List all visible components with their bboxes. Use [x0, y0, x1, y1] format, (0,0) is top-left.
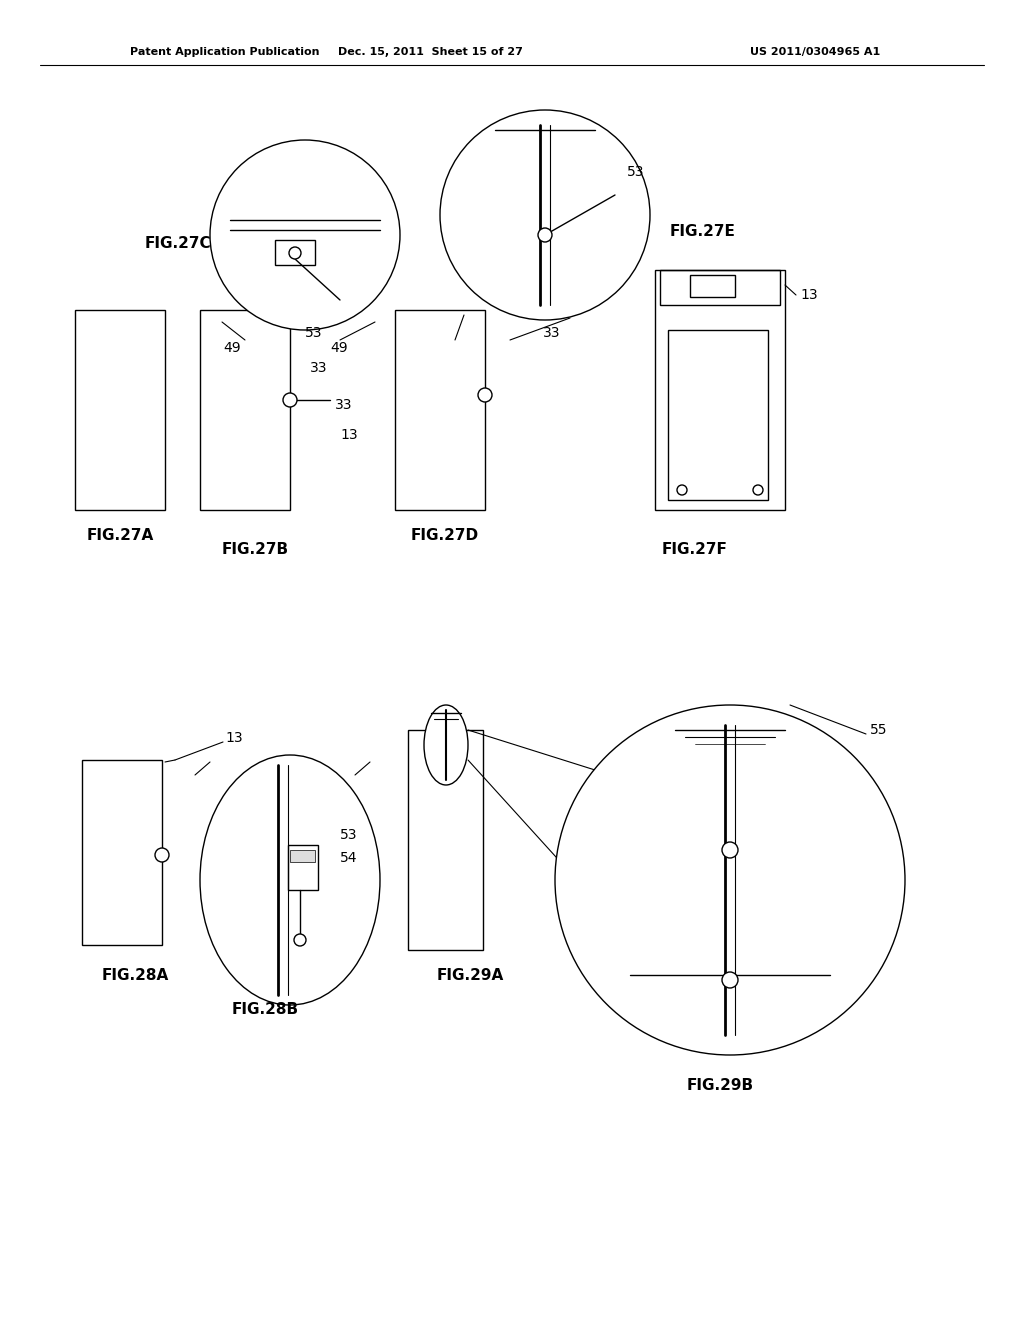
Text: 49: 49: [330, 341, 347, 355]
Text: FIG.28A: FIG.28A: [101, 968, 169, 982]
Bar: [655, 271, 785, 510]
Bar: [408, 730, 483, 950]
Bar: [690, 275, 735, 297]
Bar: [668, 330, 768, 500]
Circle shape: [440, 110, 650, 319]
Bar: [200, 310, 290, 510]
Ellipse shape: [424, 705, 468, 785]
Text: FIG.29A: FIG.29A: [436, 968, 504, 982]
Text: US 2011/0304965 A1: US 2011/0304965 A1: [750, 48, 881, 57]
Text: FIG.27F: FIG.27F: [663, 543, 728, 557]
Text: FIG.27A: FIG.27A: [86, 528, 154, 543]
Circle shape: [753, 484, 763, 495]
Text: FIG.28B: FIG.28B: [231, 1002, 299, 1018]
Bar: [395, 310, 485, 510]
Text: 33: 33: [543, 326, 560, 341]
Circle shape: [722, 842, 738, 858]
Bar: [82, 760, 162, 945]
Text: 13: 13: [340, 428, 357, 442]
Text: 33: 33: [335, 399, 352, 412]
Text: 49: 49: [223, 341, 241, 355]
Text: Patent Application Publication: Patent Application Publication: [130, 48, 319, 57]
Ellipse shape: [200, 755, 380, 1005]
Text: 13: 13: [225, 731, 243, 744]
Text: FIG.27D: FIG.27D: [411, 528, 479, 543]
Text: 53: 53: [305, 326, 323, 341]
Circle shape: [155, 847, 169, 862]
Circle shape: [677, 484, 687, 495]
Text: FIG.29B: FIG.29B: [686, 1077, 754, 1093]
Text: FIG.27C: FIG.27C: [145, 235, 212, 251]
Circle shape: [555, 705, 905, 1055]
Bar: [75, 310, 165, 510]
Circle shape: [283, 393, 297, 407]
Circle shape: [289, 247, 301, 259]
Circle shape: [294, 935, 306, 946]
Bar: [660, 271, 780, 305]
Circle shape: [538, 228, 552, 242]
Text: FIG.27B: FIG.27B: [221, 543, 289, 557]
Text: 53: 53: [627, 165, 644, 180]
Circle shape: [478, 388, 492, 403]
Text: 53: 53: [340, 828, 357, 842]
Text: FIG.27E: FIG.27E: [670, 224, 736, 239]
Bar: [288, 845, 318, 890]
Text: 55: 55: [870, 723, 888, 737]
Text: 33: 33: [310, 360, 328, 375]
Bar: [290, 850, 315, 862]
Text: 54: 54: [340, 851, 357, 865]
Circle shape: [722, 972, 738, 987]
Text: Dec. 15, 2011  Sheet 15 of 27: Dec. 15, 2011 Sheet 15 of 27: [338, 48, 522, 57]
Circle shape: [210, 140, 400, 330]
Bar: [275, 240, 315, 265]
Text: 13: 13: [800, 288, 817, 302]
